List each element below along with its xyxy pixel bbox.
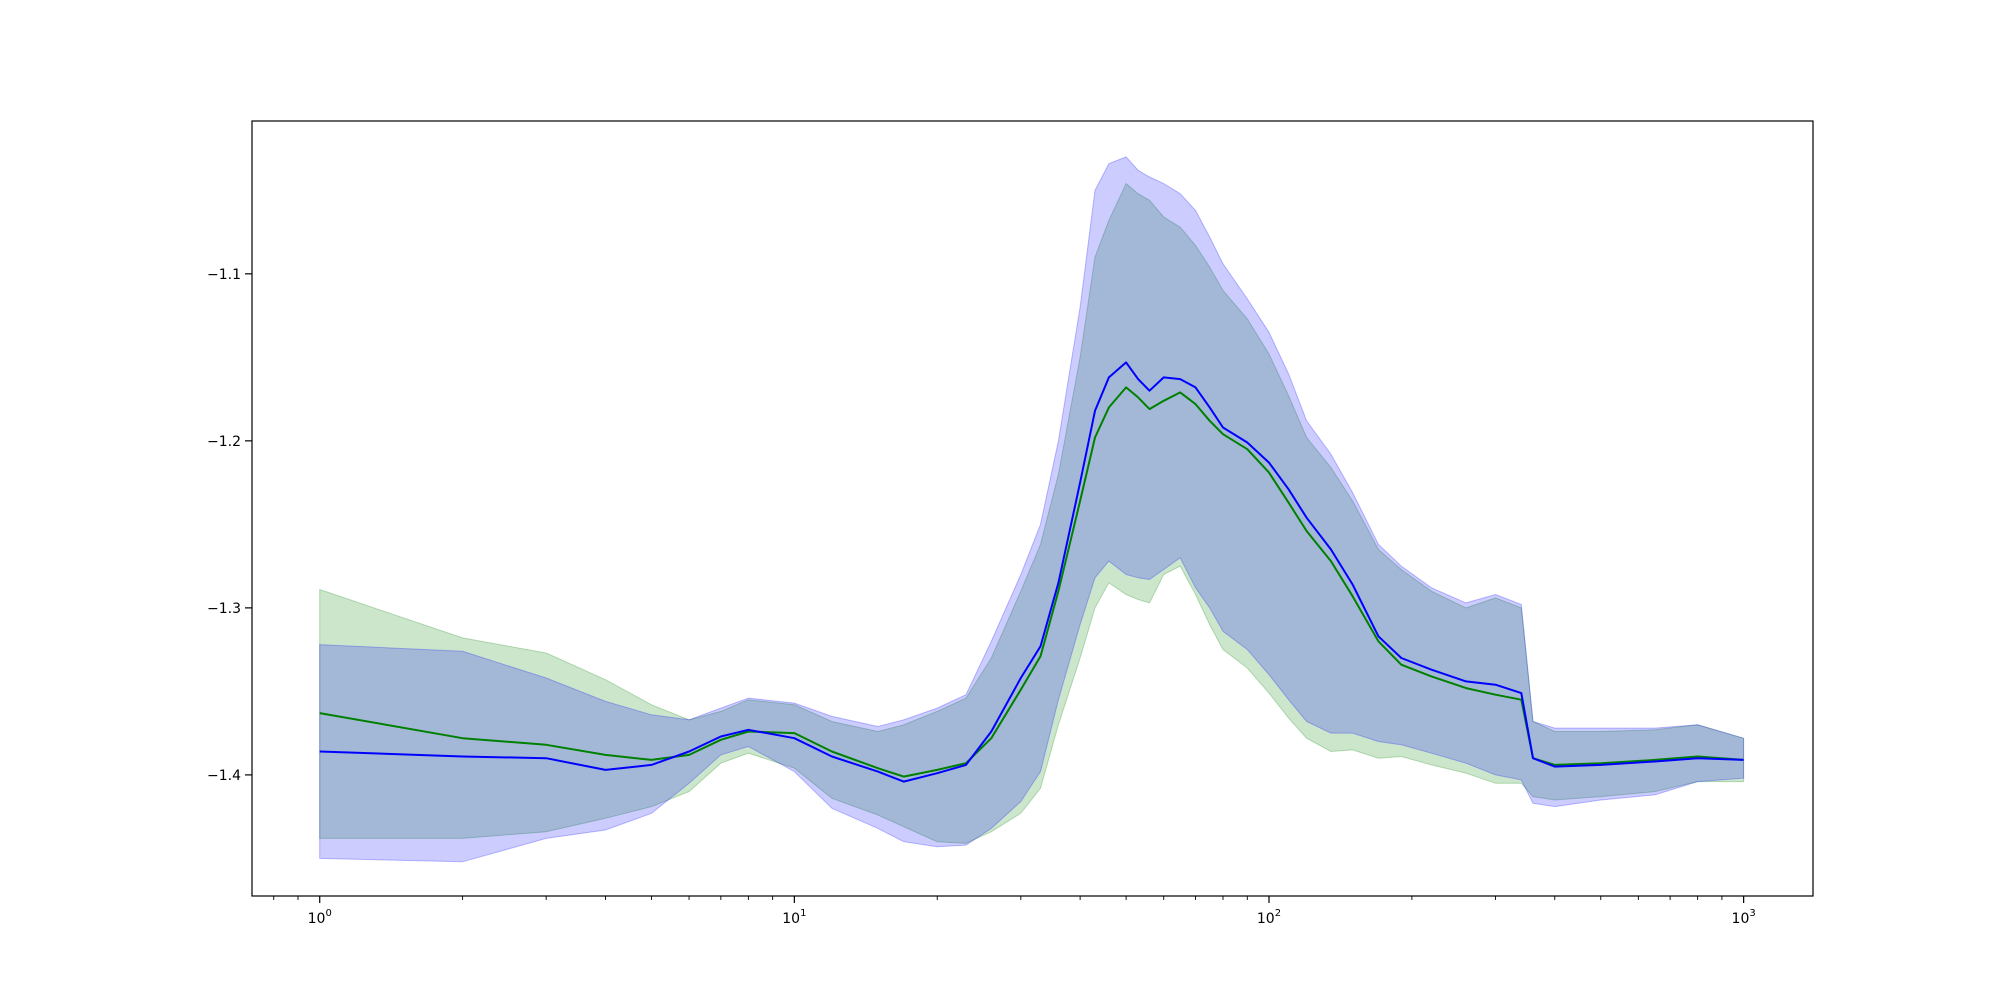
bands-layer (319, 156, 1745, 863)
y-tick-label: −1.3 (207, 601, 241, 617)
x-tick-label: 100 (308, 908, 332, 927)
series-1-band (319, 182, 1745, 844)
lines-layer (319, 361, 1744, 783)
x-tick-label: 103 (1732, 908, 1756, 927)
series-1-line (319, 386, 1744, 778)
series-2-band (319, 156, 1745, 863)
plot-frame (251, 120, 1814, 897)
series-2-line (319, 361, 1744, 783)
y-tick-label: −1.1 (207, 267, 241, 283)
y-tick-label: −1.4 (207, 768, 241, 784)
x-tick-label: 102 (1257, 908, 1281, 927)
x-tick-label: 101 (782, 908, 806, 927)
y-axis: −1.1 −1.2 −1.3 −1.4 (207, 267, 252, 784)
y-tick-label: −1.2 (207, 434, 241, 450)
x-axis: 100 101 102 103 (273, 896, 1756, 927)
